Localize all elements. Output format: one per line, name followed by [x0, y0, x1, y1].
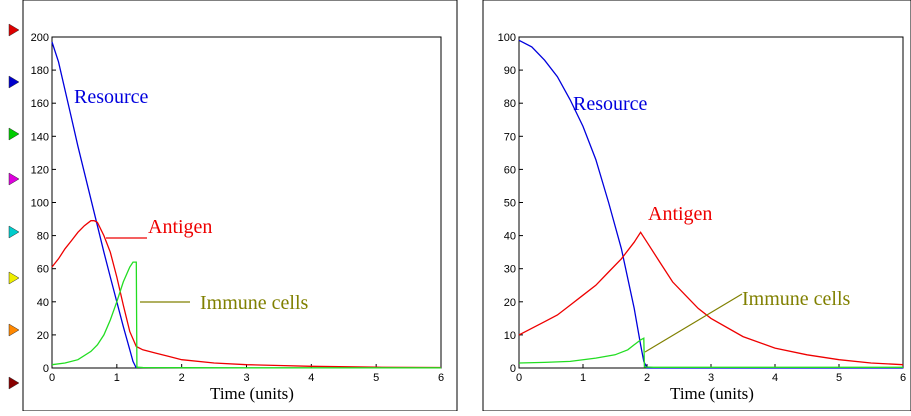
x-tick-label: 4 — [308, 372, 314, 384]
series-line-antigen — [51, 220, 442, 369]
x-tick-label: 5 — [836, 372, 842, 384]
left-edge-markers — [8, 23, 20, 390]
y-tick-label: 30 — [504, 264, 516, 276]
annotations: Resource Antigen Immune cells — [74, 86, 309, 314]
x-axis-ticks: 0 1 2 3 4 5 6 — [516, 364, 906, 384]
series-lines — [51, 41, 442, 369]
y-tick-label: 90 — [504, 65, 516, 77]
variable-marker-icon[interactable] — [8, 172, 20, 186]
immune-cells-label: Immune cells — [200, 292, 309, 314]
chart-panel-resource-antigen-immune-100: 0 10 20 30 40 50 60 70 80 90 100 0 1 2 3 4 5 6 Resource … — [482, 0, 911, 412]
immune-cells-label: Immune cells — [742, 288, 851, 310]
y-tick-label: 80 — [37, 231, 49, 243]
y-tick-label: 0 — [43, 363, 49, 375]
x-axis-label: Time (units) — [210, 384, 294, 403]
variable-marker-icon[interactable] — [8, 23, 20, 37]
x-axis-label: Time (units) — [670, 384, 754, 403]
x-tick-label: 1 — [114, 372, 120, 384]
x-tick-label: 1 — [580, 372, 586, 384]
x-axis-ticks: 0 1 2 3 4 5 6 — [49, 364, 444, 384]
plot-area — [51, 36, 442, 369]
variable-marker-icon[interactable] — [8, 271, 20, 285]
series-line-immune-cells — [51, 261, 441, 369]
variable-marker-icon[interactable] — [8, 225, 20, 239]
y-tick-label: 200 — [31, 32, 49, 44]
x-tick-label: 6 — [438, 372, 444, 384]
x-tick-label: 2 — [179, 372, 185, 384]
y-tick-label: 80 — [504, 98, 516, 110]
y-tick-label: 140 — [31, 131, 49, 143]
y-tick-label: 10 — [504, 330, 516, 342]
chart-panel-resource-antigen-immune-200: 0 20 40 60 80 100 120 140 160 180 200 0 1 2 3 4 5 6 Reso… — [22, 0, 458, 412]
variable-marker-icon[interactable] — [8, 75, 20, 89]
y-tick-label: 100 — [31, 198, 49, 210]
y-tick-label: 50 — [504, 198, 516, 210]
series-line-resource — [518, 39, 903, 369]
y-axis-ticks: 0 20 40 60 80 100 120 140 160 180 200 — [31, 32, 56, 375]
series-line-antigen — [518, 231, 904, 366]
annotations: Resource Antigen Immune cells — [573, 93, 851, 353]
series-lines — [518, 39, 904, 369]
x-tick-label: 2 — [644, 372, 650, 384]
antigen-label: Antigen — [648, 203, 712, 225]
variable-marker-icon[interactable] — [8, 376, 20, 390]
variable-marker-icon[interactable] — [8, 127, 20, 141]
immune-annotation-leader — [644, 293, 743, 353]
x-tick-label: 0 — [516, 372, 522, 384]
y-axis-ticks: 0 10 20 30 40 50 60 70 80 90 100 — [498, 32, 523, 375]
resource-label: Resource — [573, 93, 648, 115]
y-tick-label: 70 — [504, 131, 516, 143]
y-tick-label: 60 — [37, 264, 49, 276]
y-tick-label: 20 — [504, 297, 516, 309]
variable-marker-icon[interactable] — [8, 323, 20, 337]
y-tick-label: 20 — [37, 330, 49, 342]
x-tick-label: 3 — [243, 372, 249, 384]
x-tick-label: 3 — [708, 372, 714, 384]
y-tick-label: 0 — [510, 363, 516, 375]
x-tick-label: 6 — [900, 372, 906, 384]
x-tick-label: 5 — [373, 372, 379, 384]
antigen-label: Antigen — [148, 216, 212, 238]
series-line-immune-cells — [518, 337, 903, 368]
y-tick-label: 180 — [31, 65, 49, 77]
y-tick-label: 60 — [504, 164, 516, 176]
x-tick-label: 0 — [49, 372, 55, 384]
y-tick-label: 40 — [37, 297, 49, 309]
series-line-resource — [51, 41, 137, 369]
y-tick-label: 100 — [498, 32, 516, 44]
y-tick-label: 160 — [31, 98, 49, 110]
y-tick-label: 120 — [31, 164, 49, 176]
y-tick-label: 40 — [504, 231, 516, 243]
x-tick-label: 4 — [772, 372, 778, 384]
resource-label: Resource — [74, 86, 149, 108]
